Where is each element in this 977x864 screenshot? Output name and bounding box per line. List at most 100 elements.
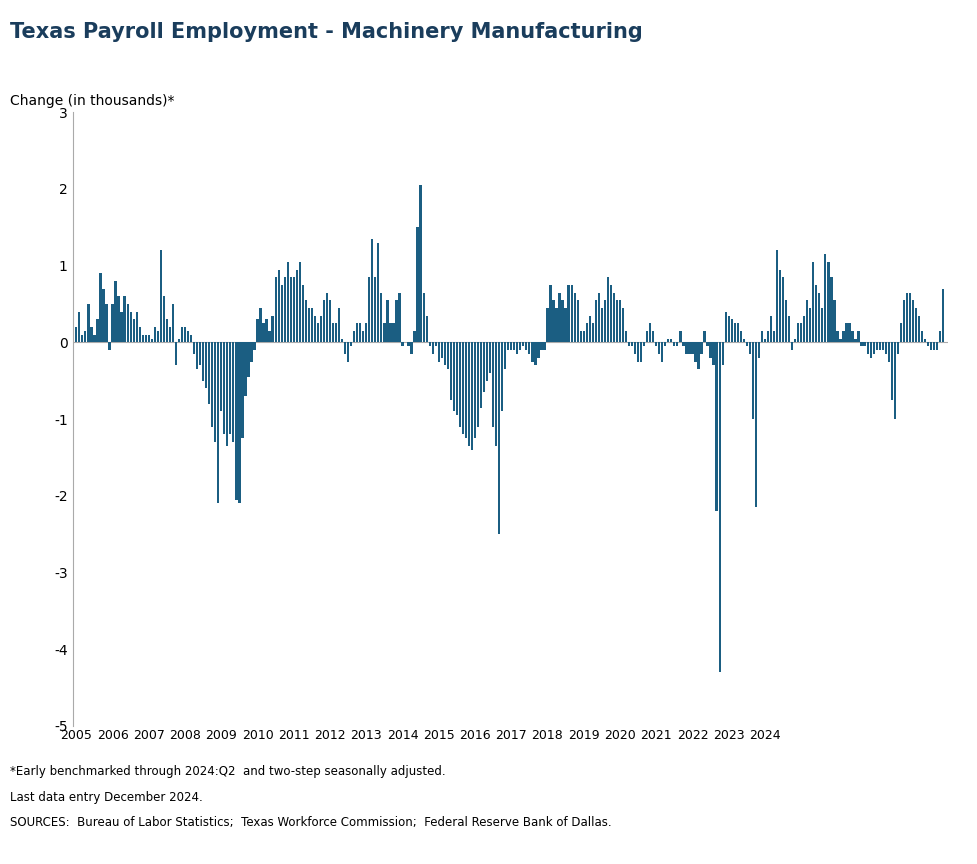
Bar bbox=[573, 293, 575, 342]
Bar bbox=[851, 331, 854, 342]
Bar bbox=[190, 334, 192, 342]
Bar bbox=[311, 308, 313, 342]
Bar bbox=[884, 342, 887, 354]
Bar bbox=[909, 293, 912, 342]
Bar bbox=[187, 331, 190, 342]
Bar bbox=[166, 320, 168, 342]
Bar bbox=[172, 304, 174, 342]
Bar bbox=[341, 339, 343, 342]
Bar bbox=[661, 342, 663, 361]
Bar bbox=[344, 342, 346, 354]
Bar bbox=[848, 323, 851, 342]
Bar bbox=[894, 342, 896, 419]
Bar bbox=[435, 342, 437, 346]
Bar bbox=[175, 342, 177, 365]
Bar bbox=[507, 342, 509, 350]
Bar bbox=[695, 342, 697, 361]
Bar bbox=[576, 300, 578, 342]
Bar bbox=[380, 293, 382, 342]
Bar bbox=[734, 323, 736, 342]
Bar bbox=[368, 277, 370, 342]
Bar bbox=[159, 251, 162, 342]
Bar bbox=[289, 277, 292, 342]
Bar bbox=[867, 342, 869, 354]
Bar bbox=[432, 342, 434, 354]
Bar bbox=[546, 308, 549, 342]
Bar bbox=[87, 304, 90, 342]
Bar bbox=[607, 277, 609, 342]
Bar bbox=[833, 300, 835, 342]
Bar bbox=[767, 331, 769, 342]
Bar bbox=[338, 308, 340, 342]
Bar bbox=[531, 342, 533, 361]
Bar bbox=[422, 293, 425, 342]
Bar bbox=[230, 342, 232, 435]
Bar bbox=[764, 339, 766, 342]
Bar bbox=[474, 342, 476, 438]
Bar bbox=[818, 293, 821, 342]
Bar bbox=[399, 293, 401, 342]
Bar bbox=[906, 293, 908, 342]
Bar bbox=[822, 308, 824, 342]
Bar bbox=[97, 320, 99, 342]
Bar bbox=[552, 300, 555, 342]
Bar bbox=[441, 342, 443, 358]
Bar bbox=[526, 342, 528, 350]
Bar bbox=[362, 331, 364, 342]
Bar bbox=[223, 342, 226, 435]
Bar bbox=[825, 254, 827, 342]
Bar bbox=[84, 331, 87, 342]
Bar bbox=[930, 342, 932, 350]
Bar bbox=[263, 323, 265, 342]
Bar bbox=[791, 342, 793, 350]
Bar bbox=[842, 331, 845, 342]
Bar bbox=[924, 339, 926, 342]
Bar bbox=[501, 342, 503, 411]
Bar bbox=[785, 300, 787, 342]
Bar bbox=[233, 342, 234, 442]
Bar bbox=[582, 331, 585, 342]
Bar bbox=[142, 334, 144, 342]
Bar bbox=[299, 262, 301, 342]
Bar bbox=[555, 308, 558, 342]
Bar bbox=[419, 185, 422, 342]
Bar bbox=[371, 238, 373, 342]
Bar bbox=[643, 342, 645, 346]
Bar bbox=[794, 339, 796, 342]
Bar bbox=[462, 342, 464, 435]
Bar bbox=[202, 342, 204, 381]
Bar bbox=[353, 331, 356, 342]
Bar bbox=[921, 331, 923, 342]
Bar bbox=[942, 289, 945, 342]
Bar bbox=[250, 342, 253, 361]
Bar bbox=[217, 342, 220, 504]
Bar bbox=[761, 331, 763, 342]
Bar bbox=[449, 342, 452, 400]
Bar bbox=[130, 312, 132, 342]
Bar bbox=[891, 342, 893, 400]
Bar bbox=[360, 323, 361, 342]
Bar bbox=[413, 331, 416, 342]
Bar bbox=[900, 323, 902, 342]
Bar bbox=[103, 289, 105, 342]
Bar bbox=[402, 342, 404, 346]
Bar bbox=[133, 320, 135, 342]
Bar bbox=[712, 342, 715, 365]
Bar bbox=[788, 315, 790, 342]
Bar bbox=[773, 331, 775, 342]
Bar bbox=[117, 296, 120, 342]
Bar bbox=[519, 342, 522, 350]
Bar bbox=[510, 342, 512, 350]
Bar bbox=[296, 270, 298, 342]
Bar bbox=[658, 342, 660, 354]
Bar bbox=[601, 308, 603, 342]
Bar bbox=[800, 323, 802, 342]
Bar bbox=[393, 323, 395, 342]
Text: SOURCES:  Bureau of Labor Statistics;  Texas Workforce Commission;  Federal Rese: SOURCES: Bureau of Labor Statistics; Tex… bbox=[10, 816, 612, 829]
Bar bbox=[872, 342, 874, 354]
Bar bbox=[396, 300, 398, 342]
Bar bbox=[139, 327, 141, 342]
Bar bbox=[492, 342, 494, 427]
Bar bbox=[260, 308, 262, 342]
Bar bbox=[504, 342, 506, 369]
